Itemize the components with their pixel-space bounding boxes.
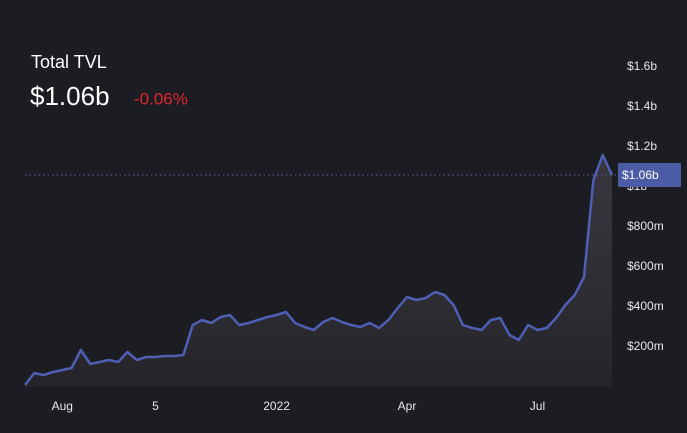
x-tick-label: Apr (398, 399, 417, 413)
y-tick-label: $600m (627, 259, 664, 273)
y-tick-label: $400m (627, 299, 664, 313)
current-value: $1.06b (30, 81, 110, 111)
current-tag-label: $1.06b (622, 168, 659, 182)
y-tick-label: $200m (627, 339, 664, 353)
x-tick-label: 5 (152, 399, 159, 413)
x-tick-label: Jul (530, 399, 545, 413)
x-tick-label: 2022 (263, 399, 290, 413)
chart-title: Total TVL (31, 52, 107, 72)
y-tick-label: $1.6b (627, 59, 657, 73)
y-tick-label: $1.4b (627, 99, 657, 113)
change: -0.06% (134, 89, 188, 108)
line (24, 153, 614, 386)
y-tick-label: $1.2b (627, 139, 657, 153)
y-tick-label: $800m (627, 219, 664, 233)
current-tag (618, 163, 681, 187)
x-tick-label: Aug (52, 399, 73, 413)
area (25, 155, 612, 387)
